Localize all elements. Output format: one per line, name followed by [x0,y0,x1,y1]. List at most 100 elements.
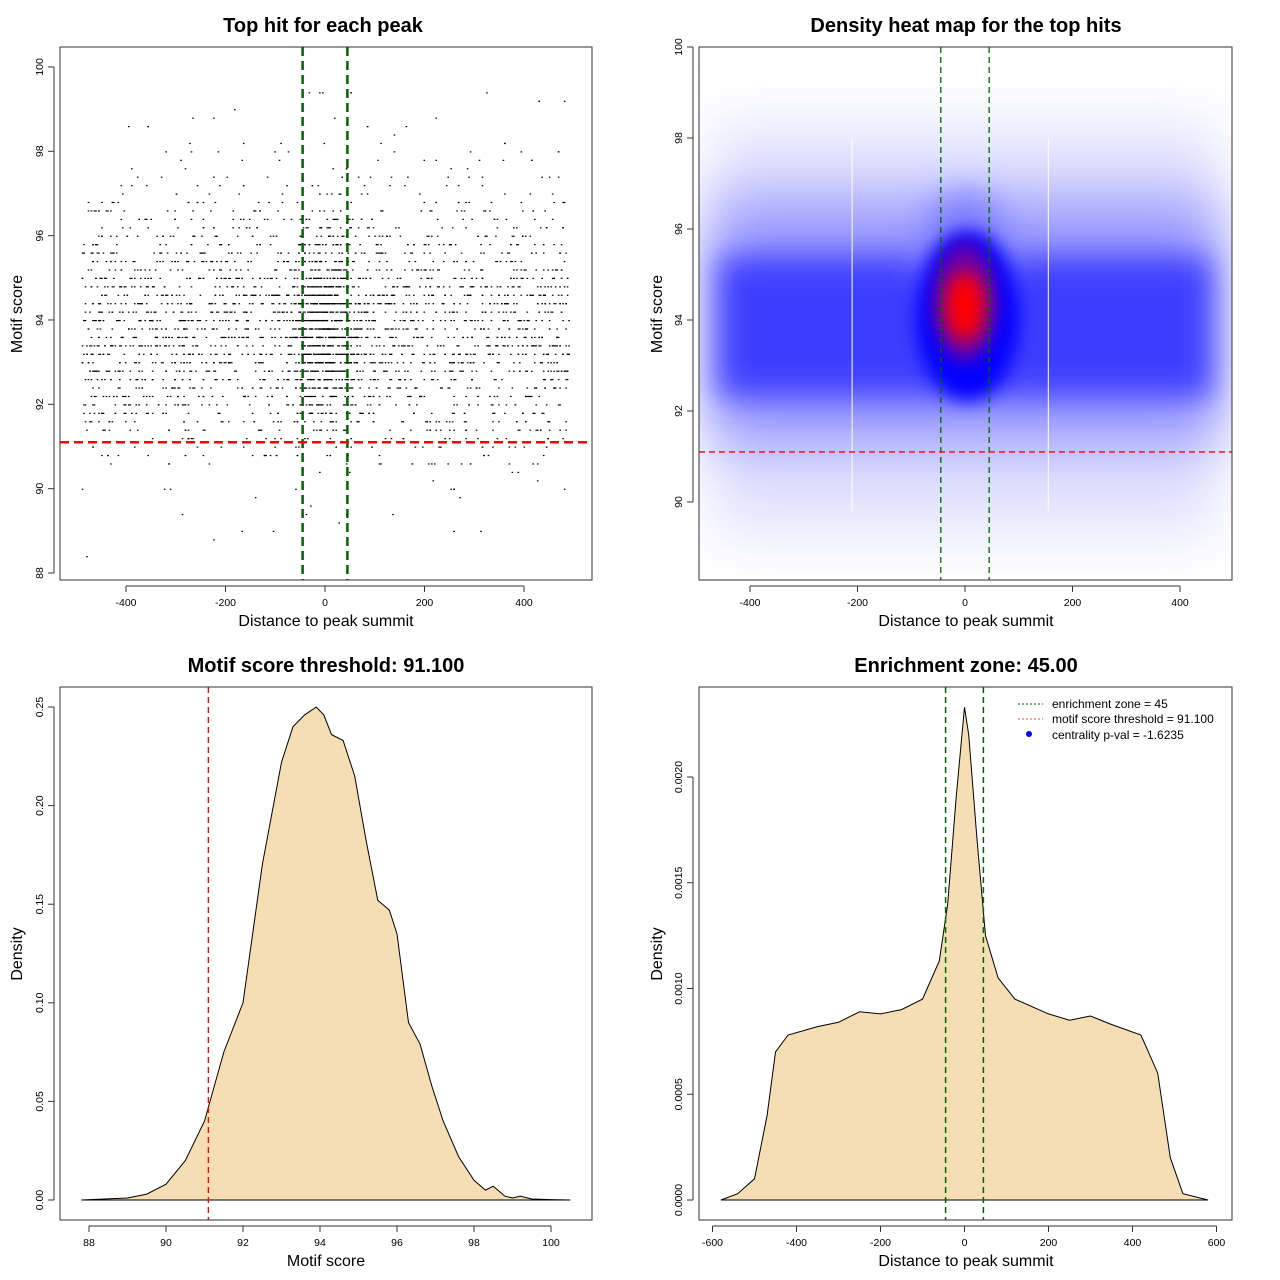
scatter-point [551,311,554,313]
scatter-point [84,286,87,288]
scatter-point [181,379,184,381]
scatter-point [550,311,552,313]
scatter-point [256,252,258,254]
scatter-point [392,336,394,339]
scatter-point [466,387,469,389]
scatter-point [316,370,318,372]
scatter-point [535,252,538,254]
scatter-point [548,176,551,178]
scatter-point [308,328,311,330]
scatter-point [293,353,296,355]
scatter-point [538,336,541,339]
scatter-point [304,438,306,440]
scatter-point [310,379,312,381]
scatter-point [339,210,342,212]
scatter-point [468,201,470,204]
scatter-point [178,336,181,339]
scatter-point [148,319,151,322]
scatter-point [174,387,176,389]
scatter-point [559,345,561,347]
scatter-point [535,269,538,271]
scatter-point [172,387,175,389]
scatter-point [201,387,203,389]
scatter-point [165,412,167,414]
scatter-point [189,142,191,145]
scatter-point [272,530,275,533]
scatter-point [220,260,223,263]
scatter-point [339,311,342,313]
scatter-point [426,345,429,347]
scatter-point [529,395,532,398]
scatter-point [269,277,272,280]
scatter-point [113,286,115,288]
scatter-point [556,370,558,372]
scatter-point [202,218,205,220]
scatter-point [453,260,455,263]
scatter-point [220,244,223,246]
scatter-point [463,210,466,212]
scatter-point [339,319,342,322]
scatter-point [229,277,232,280]
scatter-point [341,379,344,381]
scatter-point [201,404,203,406]
scatter-point [196,201,199,204]
scatter-point [186,303,188,305]
scatter-point [139,286,142,288]
scatter-point [241,159,244,161]
scatter-point [136,429,139,431]
scatter-point [481,176,484,178]
scatter-point [138,218,141,220]
scatter-point [107,303,109,305]
scatter-point [322,362,324,364]
scatter-point [341,277,344,280]
scatter-point [532,463,535,465]
scatter-point [311,311,314,313]
scatter-point [390,328,393,330]
scatter-point [348,311,351,313]
scatter-point [338,336,341,339]
scatter-point [430,336,433,339]
scatter-point [311,185,314,187]
scatter-point [459,353,461,355]
scatter-point [498,387,500,389]
scatter-point [295,260,297,263]
scatter-point [332,235,335,237]
scatter-point [175,353,178,355]
scatter-point [136,379,139,381]
scatter-point [160,328,163,330]
scatter-point [339,286,342,288]
scatter-point [416,328,418,330]
scatter-point [332,210,335,212]
scatter-point [442,244,445,246]
scatter-point [408,404,411,406]
scatter-point [450,370,452,372]
scatter-point [287,404,290,406]
scatter-point [389,395,391,398]
scatter-point [332,244,335,246]
scatter-point [353,319,355,322]
scatter-point [119,319,121,322]
scatter-point [378,235,381,237]
scatter-point [517,328,520,330]
scatter-point [330,193,333,195]
scatter-point [135,362,138,364]
scatter-point [204,429,206,431]
scatter-point [384,353,387,355]
scatter-point [135,311,138,313]
scatter-point [390,379,393,381]
scatter-point [363,185,366,187]
scatter-x-tick-label: 200 [416,597,434,609]
scatter-point [565,328,567,330]
scatter-point [130,328,133,330]
scatter-point [327,227,330,229]
scatter-point [407,345,409,347]
scatter-point [551,269,554,271]
scatter-point [83,404,85,406]
scatter-point [471,218,473,220]
scatter-point [193,260,196,263]
distance-density-y-tick-label: 0.0005 [673,1078,685,1110]
scatter-point [108,269,111,271]
scatter-point [386,235,388,237]
scatter-point [524,235,527,237]
scatter-point [514,311,517,313]
